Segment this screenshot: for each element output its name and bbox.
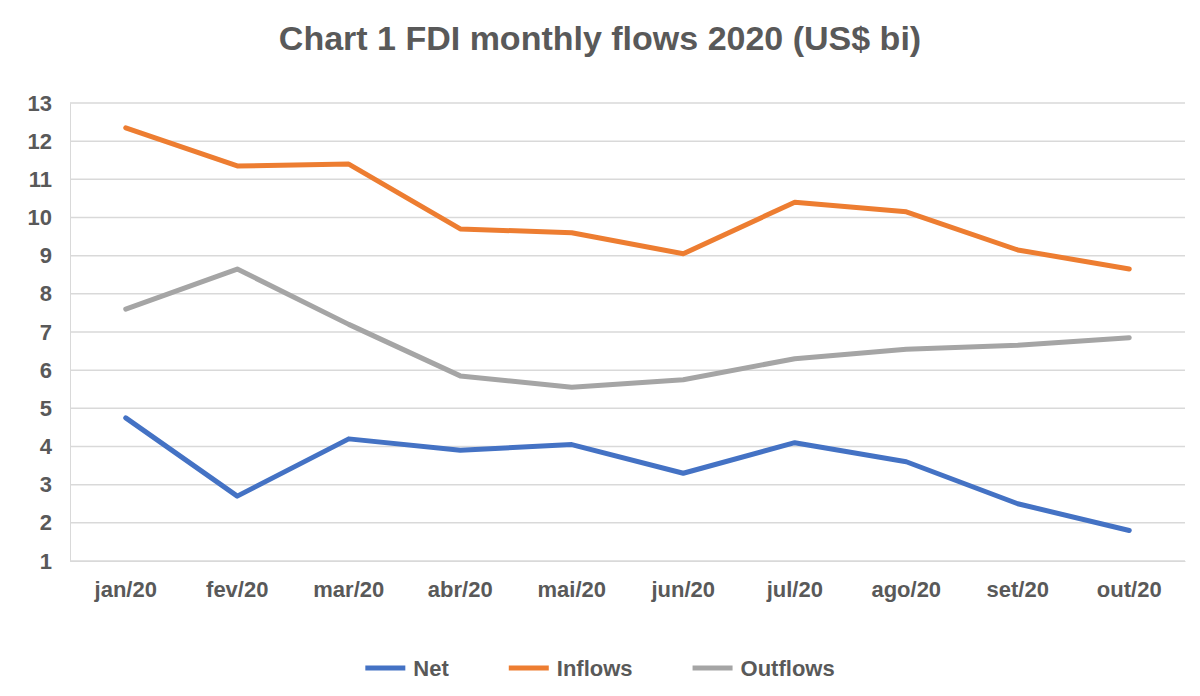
y-tick: 3 bbox=[40, 472, 70, 497]
x-tick-label: jun/20 bbox=[650, 577, 715, 602]
x-tick: out/20 bbox=[1097, 561, 1162, 602]
y-tick: 5 bbox=[40, 396, 70, 421]
x-tick-label: fev/20 bbox=[206, 577, 268, 602]
series-line bbox=[126, 418, 1130, 531]
legend-item: Inflows bbox=[509, 656, 633, 681]
legend-item: Net bbox=[365, 656, 449, 681]
grid-line bbox=[70, 293, 1185, 295]
grid-line bbox=[70, 179, 1185, 181]
grid bbox=[70, 103, 1185, 561]
x-tick-label: mai/20 bbox=[538, 577, 607, 602]
y-tick-label: 1 bbox=[40, 549, 52, 574]
x-tick: ago/20 bbox=[871, 561, 941, 602]
y-axis: 12345678910111213 bbox=[28, 91, 71, 574]
y-tick: 11 bbox=[29, 167, 70, 192]
x-tick-label: jan/20 bbox=[94, 577, 157, 602]
y-tick: 9 bbox=[40, 243, 70, 268]
legend-swatch bbox=[693, 666, 733, 671]
x-tick-label: abr/20 bbox=[428, 577, 493, 602]
x-tick: mai/20 bbox=[538, 561, 607, 602]
y-tick: 6 bbox=[40, 358, 70, 383]
legend-item: Outflows bbox=[693, 656, 835, 681]
y-tick: 7 bbox=[40, 320, 70, 345]
x-tick-label: jul/20 bbox=[766, 577, 823, 602]
y-tick-label: 10 bbox=[28, 205, 52, 230]
y-tick-label: 12 bbox=[28, 129, 52, 154]
y-tick: 13 bbox=[28, 91, 70, 116]
grid-line bbox=[70, 522, 1185, 524]
y-axis-line bbox=[70, 104, 71, 562]
y-tick: 12 bbox=[28, 129, 70, 154]
grid-line bbox=[70, 102, 1185, 104]
chart: Chart 1 FDI monthly flows 2020 (US$ bi) 1… bbox=[0, 0, 1200, 696]
y-tick-label: 3 bbox=[40, 472, 52, 497]
x-axis: jan/20 fev/20 mar/20 abr/20 mai/20 jun/20 jul/… bbox=[71, 561, 1186, 602]
y-tick-label: 9 bbox=[40, 243, 52, 268]
y-tick-label: 5 bbox=[40, 396, 52, 421]
y-tick-label: 2 bbox=[40, 510, 52, 535]
title: Chart 1 FDI monthly flows 2020 (US$ bi) bbox=[279, 19, 921, 57]
legend-label: Inflows bbox=[557, 656, 633, 681]
y-tick-label: 7 bbox=[40, 320, 52, 345]
x-tick: jan/20 bbox=[94, 561, 157, 602]
y-tick-label: 11 bbox=[29, 167, 52, 192]
x-tick: abr/20 bbox=[428, 561, 493, 602]
y-tick-label: 4 bbox=[40, 434, 53, 459]
x-tick-label: ago/20 bbox=[871, 577, 941, 602]
y-tick: 1 bbox=[40, 549, 70, 574]
y-tick: 10 bbox=[28, 205, 70, 230]
grid-line bbox=[70, 331, 1185, 333]
x-tick-label: mar/20 bbox=[313, 577, 384, 602]
x-tick: set/20 bbox=[987, 561, 1049, 602]
grid-line bbox=[70, 484, 1185, 486]
grid-line bbox=[70, 255, 1185, 257]
y-tick: 8 bbox=[40, 281, 70, 306]
x-tick: jul/20 bbox=[766, 561, 823, 602]
x-tick-label: out/20 bbox=[1097, 577, 1162, 602]
x-axis-line bbox=[71, 561, 1186, 562]
legend-label: Net bbox=[413, 656, 449, 681]
x-tick: fev/20 bbox=[206, 561, 268, 602]
grid-line bbox=[70, 446, 1185, 448]
y-tick-label: 6 bbox=[40, 358, 52, 383]
plot-area bbox=[126, 128, 1130, 531]
grid-line bbox=[70, 140, 1185, 142]
y-tick: 4 bbox=[40, 434, 70, 459]
grid-line bbox=[70, 369, 1185, 371]
legend-label: Outflows bbox=[741, 656, 835, 681]
x-tick: mar/20 bbox=[313, 561, 384, 602]
grid-line bbox=[70, 408, 1185, 410]
grid-line bbox=[70, 560, 1185, 562]
series-line bbox=[126, 128, 1130, 269]
y-tick-label: 8 bbox=[40, 281, 52, 306]
y-tick: 2 bbox=[40, 510, 70, 535]
y-tick-label: 13 bbox=[28, 91, 52, 116]
legend-swatch bbox=[365, 666, 405, 671]
grid-line bbox=[70, 217, 1185, 219]
series-line bbox=[126, 269, 1130, 387]
x-tick: jun/20 bbox=[650, 561, 715, 602]
legend-swatch bbox=[509, 666, 549, 671]
legend: Net Inflows Outflows bbox=[365, 656, 834, 681]
x-tick-label: set/20 bbox=[987, 577, 1049, 602]
